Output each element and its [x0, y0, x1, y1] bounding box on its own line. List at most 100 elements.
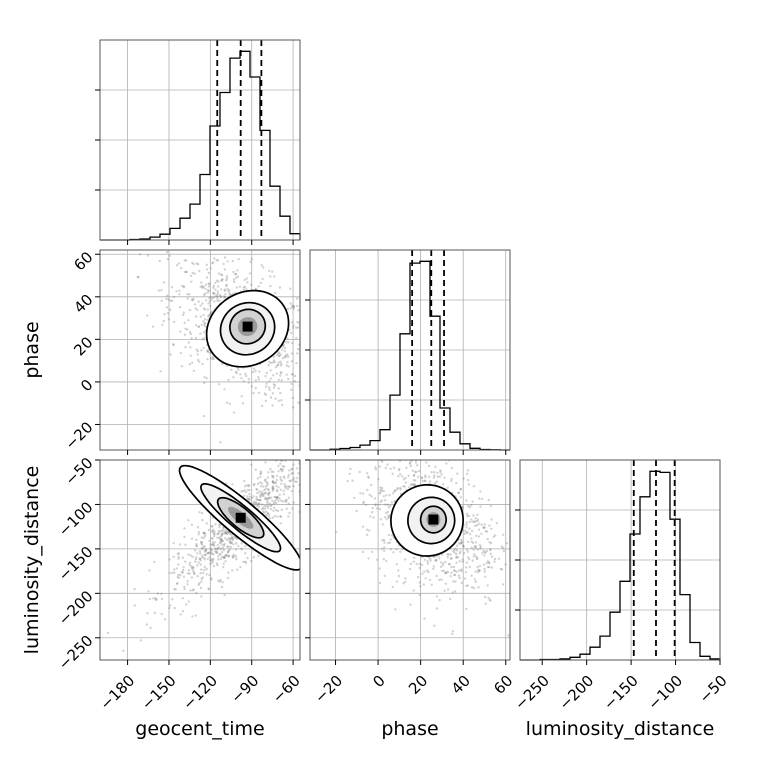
sample-point — [306, 453, 308, 455]
sample-point — [212, 292, 215, 295]
sample-point — [483, 550, 486, 554]
sample-point — [264, 510, 268, 513]
sample-point — [459, 487, 463, 491]
sample-point — [429, 559, 432, 562]
sample-point — [387, 515, 390, 519]
sample-point — [290, 331, 293, 335]
sample-point — [301, 356, 303, 358]
sample-point — [172, 555, 175, 559]
sample-point — [370, 495, 373, 498]
sample-point — [200, 547, 203, 550]
sample-point — [444, 572, 448, 575]
y-tick-label: −50 — [61, 454, 96, 489]
sample-point — [188, 293, 191, 296]
sample-point — [204, 553, 207, 556]
sample-point — [487, 498, 490, 502]
sample-point — [228, 539, 232, 542]
sample-point — [220, 537, 223, 541]
sample-point — [383, 516, 387, 519]
sample-point — [443, 589, 446, 592]
sample-point — [473, 553, 476, 556]
x-axis-label-luminosity-distance: luminosity_distance — [526, 718, 715, 740]
sample-point — [339, 476, 341, 478]
sample-point — [373, 497, 377, 500]
sample-point — [181, 284, 184, 287]
sample-point — [313, 335, 315, 337]
sample-point — [424, 577, 427, 580]
sample-point — [170, 299, 174, 302]
sample-point — [459, 488, 462, 491]
sample-point — [441, 564, 444, 567]
sample-point — [162, 281, 166, 284]
sample-point — [293, 380, 296, 383]
sample-point — [273, 515, 276, 518]
sample-point — [186, 583, 189, 586]
sample-point — [195, 591, 198, 595]
sample-point — [206, 349, 209, 352]
sample-point — [483, 523, 486, 526]
sample-point — [292, 477, 296, 480]
sample-point — [465, 526, 468, 529]
y-tick-label: −20 — [61, 418, 96, 453]
sample-point — [167, 298, 170, 301]
sample-point — [382, 539, 386, 542]
sample-point — [199, 572, 202, 575]
sample-point — [202, 313, 205, 317]
sample-point — [261, 507, 265, 510]
sample-point — [200, 512, 204, 515]
sample-point — [305, 366, 307, 368]
sample-point — [484, 530, 487, 533]
sample-point — [201, 576, 204, 579]
sample-point — [280, 468, 283, 471]
sample-point — [474, 520, 477, 523]
sample-point — [404, 481, 408, 484]
sample-point — [287, 456, 289, 458]
sample-point — [193, 272, 196, 275]
sample-point — [401, 548, 404, 551]
sample-point — [338, 378, 340, 380]
sample-point — [282, 500, 285, 503]
sample-point — [227, 545, 230, 548]
sample-point — [180, 571, 184, 574]
sample-point — [232, 411, 236, 414]
sample-point — [276, 364, 279, 367]
sample-point — [466, 531, 469, 534]
sample-point — [292, 484, 295, 488]
sample-point — [460, 568, 463, 571]
y-tick-label: −250 — [55, 632, 97, 674]
sample-point — [226, 287, 229, 291]
sample-point — [472, 555, 475, 558]
sample-point — [450, 479, 453, 483]
sample-point — [203, 545, 206, 548]
sample-point — [337, 444, 339, 446]
sample-point — [235, 558, 238, 561]
sample-point — [236, 537, 239, 541]
sample-point — [319, 461, 321, 463]
sample-point — [413, 473, 416, 477]
sample-point — [314, 437, 316, 439]
sample-point — [457, 574, 461, 577]
sample-point — [364, 503, 368, 507]
sample-point — [258, 490, 261, 493]
sample-point — [426, 569, 429, 572]
sample-point — [247, 498, 250, 501]
sample-point — [286, 360, 289, 364]
sample-point — [395, 563, 398, 566]
sample-point — [436, 475, 439, 478]
sample-point — [412, 483, 415, 486]
sample-point — [290, 352, 294, 355]
sample-point — [213, 550, 217, 553]
sample-point — [397, 574, 401, 578]
y-axis-label-luminosity-distance: luminosity_distance — [21, 466, 43, 655]
sample-point — [246, 281, 249, 284]
sample-point — [205, 263, 208, 266]
sample-point — [169, 353, 172, 356]
sample-point — [370, 511, 374, 514]
sample-point — [137, 275, 140, 279]
sample-point — [217, 280, 220, 283]
sample-point — [301, 393, 303, 395]
sample-point — [232, 280, 236, 284]
sample-point — [303, 368, 305, 370]
sample-point — [181, 556, 184, 559]
sample-point — [200, 536, 203, 539]
